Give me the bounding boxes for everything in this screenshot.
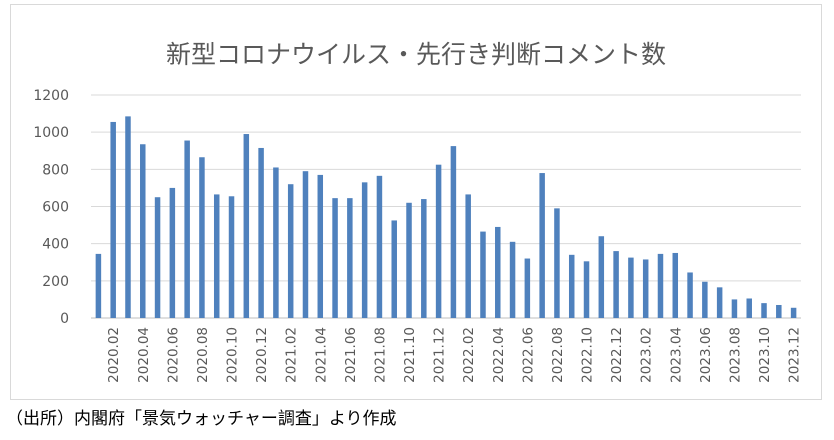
bar-2022.04 — [495, 226, 501, 318]
bar-2023.10 — [761, 303, 767, 318]
x-tick-label: 2022.12 — [609, 327, 625, 383]
x-tick-label: 2022.10 — [580, 327, 596, 383]
x-tick-label: 2023.04 — [668, 327, 684, 383]
x-tick-label: 2020.04 — [136, 327, 152, 383]
bar-2020.09 — [213, 194, 220, 318]
x-tick-label: 2020.06 — [165, 327, 181, 383]
x-tick-label: 2021.04 — [313, 327, 329, 383]
bar-2022.03 — [480, 231, 486, 318]
chart-frame: 新型コロナウイルス・先行き判断コメント数 0 200 400 600 800 1000 12… — [10, 4, 822, 400]
x-tick-label: 2021.02 — [284, 327, 300, 383]
bar-2022.06 — [524, 258, 531, 318]
bar-2021.08 — [376, 175, 383, 318]
x-tick-label: 2021.10 — [402, 327, 418, 383]
x-tick-label: 2022.06 — [520, 327, 536, 383]
x-tick-label: 2020.10 — [225, 327, 241, 383]
y-tick-label: 1200 — [33, 88, 69, 104]
bar-2020.11 — [243, 134, 250, 318]
bar-2023.07 — [716, 287, 723, 318]
x-tick-label: 2023.12 — [787, 327, 803, 383]
bar-2021.07 — [361, 182, 368, 318]
bar-2020.07 — [184, 140, 190, 318]
bar-2020.10 — [228, 196, 235, 318]
bar-2023.06 — [702, 281, 708, 318]
x-tick-label: 2020.12 — [254, 327, 270, 383]
bar-2020.03 — [125, 116, 131, 319]
gridlines — [91, 94, 801, 319]
x-tick-label: 2021.06 — [343, 327, 359, 383]
chart-title: 新型コロナウイルス・先行き判断コメント数 — [166, 40, 666, 69]
bar-2022.10 — [583, 261, 590, 318]
y-tick-label: 200 — [42, 274, 69, 290]
bar-2023.04 — [672, 252, 679, 318]
bar-2022.08 — [554, 208, 560, 318]
bar-2021.11 — [421, 199, 427, 318]
bar-2023.05 — [687, 272, 693, 318]
bar-2021.12 — [435, 164, 442, 318]
bar-2021.06 — [347, 198, 353, 318]
bar-2023.01 — [628, 257, 634, 318]
bar-2022.05 — [509, 241, 516, 318]
bar-2021.02 — [287, 184, 294, 318]
bar-2023.12 — [790, 307, 797, 318]
bar-2023.08 — [731, 299, 738, 318]
y-tick-label: 1000 — [33, 125, 69, 141]
y-tick-label: 600 — [42, 200, 69, 216]
bar-chart: 新型コロナウイルス・先行き判断コメント数 0 200 400 600 800 1000 12… — [33, 40, 802, 383]
x-tick-label: 2021.12 — [432, 327, 448, 383]
bar-2023.02 — [642, 259, 649, 318]
bar-2020.04 — [140, 144, 146, 318]
x-tick-label: 2023.02 — [639, 327, 655, 383]
bar-2022.11 — [598, 236, 605, 318]
bar-2020.12 — [258, 147, 264, 318]
bar-2022.07 — [539, 173, 545, 318]
bar-2020.06 — [169, 187, 176, 318]
source-note: （出所）内閣府「景気ウォッチャー調査」より作成 — [6, 409, 397, 429]
bar-2022.09 — [568, 254, 575, 318]
x-tick-label: 2023.10 — [757, 327, 773, 383]
x-tick-label: 2021.08 — [372, 327, 388, 383]
y-tick-label: 400 — [42, 237, 69, 253]
bar-2020.01 — [95, 253, 102, 318]
bar-2021.01 — [273, 167, 279, 318]
bar-2021.05 — [332, 198, 338, 318]
bars — [95, 116, 797, 319]
bar-2023.11 — [776, 304, 782, 318]
y-tick-label: 800 — [42, 162, 69, 178]
bar-2022.02 — [465, 194, 471, 318]
y-axis: 0 200 400 600 800 1000 1200 — [33, 88, 69, 327]
bar-2023.03 — [657, 253, 664, 318]
x-tick-label: 2022.02 — [461, 327, 477, 383]
x-tick-label: 2020.02 — [106, 327, 122, 383]
bar-2021.10 — [406, 202, 412, 318]
bar-2022.01 — [450, 146, 457, 318]
y-tick-label: 0 — [60, 311, 69, 327]
bar-2021.03 — [302, 171, 309, 318]
x-tick-label: 2023.08 — [727, 327, 743, 383]
x-tick-label: 2023.06 — [698, 327, 714, 383]
bar-2020.02 — [110, 121, 116, 318]
bar-2021.09 — [391, 220, 397, 318]
bar-2023.09 — [746, 298, 752, 318]
bar-2020.05 — [154, 197, 161, 318]
x-tick-label: 2022.08 — [550, 327, 566, 383]
x-axis: 2020.02 2020.04 2020.06 2020.08 2020.10 2020.… — [106, 327, 802, 383]
bar-2020.08 — [199, 157, 205, 318]
bar-2022.12 — [613, 251, 619, 318]
x-tick-label: 2022.04 — [491, 327, 507, 383]
x-tick-label: 2020.08 — [195, 327, 211, 383]
bar-2021.04 — [317, 174, 324, 318]
